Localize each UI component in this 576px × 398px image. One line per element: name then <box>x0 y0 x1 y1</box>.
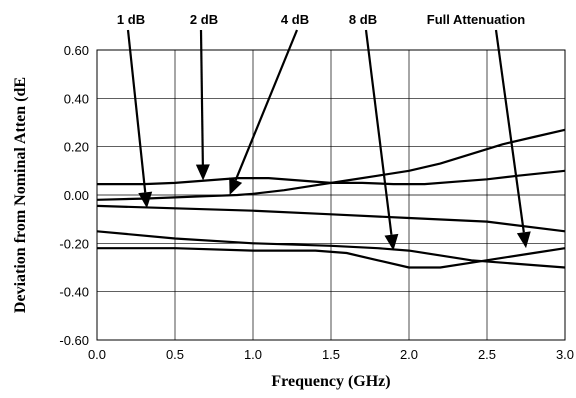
y-tick-label: -0.60 <box>59 333 89 348</box>
x-axis-title: Frequency (GHz) <box>271 373 390 390</box>
gridlines <box>96 49 566 341</box>
y-tick-label: -0.40 <box>59 285 89 300</box>
series-line-2 <box>96 128 566 201</box>
y-tick-label: 0.40 <box>64 91 89 106</box>
callout-labels: 1 dB 2 dB 4 dB 8 dB Full Attenuation <box>117 12 525 27</box>
x-tick-label: 0.0 <box>88 347 106 362</box>
callout-label: 1 dB <box>117 12 145 27</box>
y-axis-title: Deviation from Nominal Atten (dE <box>12 77 29 313</box>
x-tick-label: 1.5 <box>322 347 340 362</box>
y-tick-label: -0.20 <box>59 236 89 251</box>
x-tick-label: 2.5 <box>478 347 496 362</box>
series-line-4 <box>96 230 566 269</box>
x-tick-label: 0.5 <box>166 347 184 362</box>
callout-arrow-shaft <box>364 29 393 235</box>
y-tick-labels: 0.60 0.40 0.20 0.00 -0.20 -0.40 -0.60 <box>59 43 89 348</box>
callout-arrow-head <box>229 177 243 195</box>
y-tick-label: 0.00 <box>64 188 89 203</box>
callout-label: Full Attenuation <box>427 12 526 27</box>
x-tick-labels: 0.0 0.5 1.0 1.5 2.0 2.5 3.0 <box>88 347 574 362</box>
callout-label: 8 dB <box>349 12 377 27</box>
callout-arrow-head <box>195 164 210 181</box>
series-line-5 <box>97 247 566 269</box>
series-lines <box>96 128 566 269</box>
callout-label: 4 dB <box>281 12 309 27</box>
x-tick-label: 1.0 <box>244 347 262 362</box>
plot-frame <box>96 49 566 341</box>
callout-arrow-shaft <box>494 29 525 233</box>
callout-arrow-head <box>516 231 531 249</box>
callout-arrow-head <box>138 191 153 209</box>
callout-label: 2 dB <box>190 12 218 27</box>
callout-arrow-shaft <box>234 29 299 181</box>
callout-arrow-shaft <box>199 29 204 165</box>
y-tick-label: 0.20 <box>64 140 89 155</box>
callout-arrow-head <box>384 233 399 251</box>
callout-arrow-shaft <box>126 29 147 193</box>
x-tick-label: 2.0 <box>400 347 418 362</box>
callout-arrows <box>126 29 531 251</box>
series-line-3 <box>96 204 566 233</box>
y-tick-label: 0.60 <box>64 43 89 58</box>
x-tick-label: 3.0 <box>556 347 574 362</box>
